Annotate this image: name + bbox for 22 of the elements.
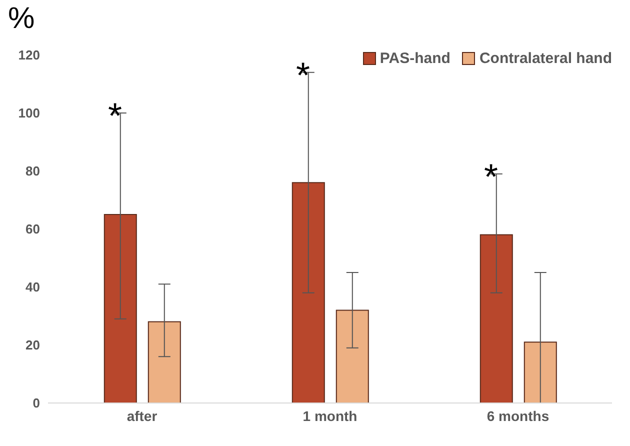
y-tick-label: 100 [18,106,40,121]
y-axis-title: % [8,2,35,36]
x-tick-label: after [126,408,158,424]
y-tick-label: 120 [18,48,40,63]
annotation: * [484,156,498,197]
y-tick-label: 40 [26,280,40,295]
y-tick-label: 0 [32,396,40,411]
legend-label: Contralateral hand [478,50,612,67]
y-tick-label: 20 [26,338,40,353]
bar [292,182,325,403]
bar [336,310,369,403]
annotation: * [296,54,310,96]
bar [524,342,557,403]
x-tick-label: 1 month [302,408,358,424]
x-tick-label: 6 months [486,408,550,424]
y-tick-label: 60 [26,222,40,237]
legend-label: PAS-hand [378,50,450,67]
y-tick-label: 80 [26,164,40,179]
bar [104,214,137,403]
bar [148,321,181,403]
annotation: * [108,95,122,136]
bar [480,234,513,403]
